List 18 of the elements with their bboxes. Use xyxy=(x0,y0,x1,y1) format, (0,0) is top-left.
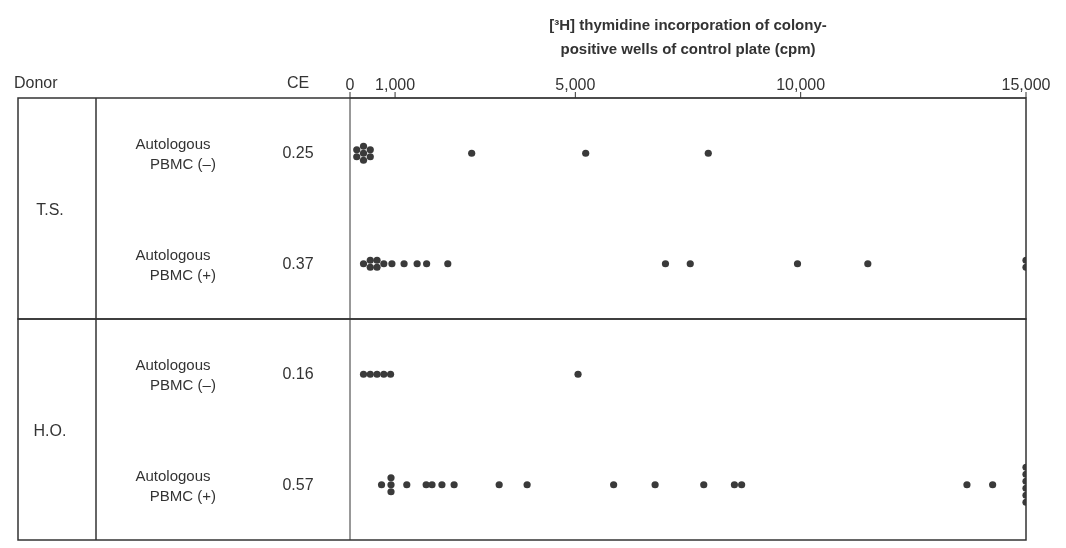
text: Donor xyxy=(14,74,59,91)
y-axis-title: T.S. xyxy=(36,200,64,218)
x-axis-title: [³H] thymidine incorporation of colony-positive wells of control plate (cpm) xyxy=(549,16,827,57)
x-tick-label: 10,000 xyxy=(776,76,826,93)
text: 0.25 xyxy=(282,144,314,162)
y-tick-label: Autologous PBMC (–) xyxy=(135,135,216,173)
y-tick-label: Autologous PBMC (–) xyxy=(135,356,216,394)
x-tick-label: 1,000 xyxy=(375,76,416,93)
text: CE xyxy=(286,74,310,91)
y-tick-label: Autologous PBMC (+) xyxy=(135,466,217,504)
y-tick-label: Autologous PBMC (+) xyxy=(135,245,217,283)
x-tick-label: 15,000 xyxy=(1001,76,1051,93)
text: 0.37 xyxy=(282,254,314,272)
text: 0.16 xyxy=(282,365,314,383)
text: 0.57 xyxy=(282,475,314,493)
y-axis-title: H.O. xyxy=(33,421,67,439)
x-tick-label: 5,000 xyxy=(555,76,596,93)
x-tick-label: 0 xyxy=(345,76,355,93)
